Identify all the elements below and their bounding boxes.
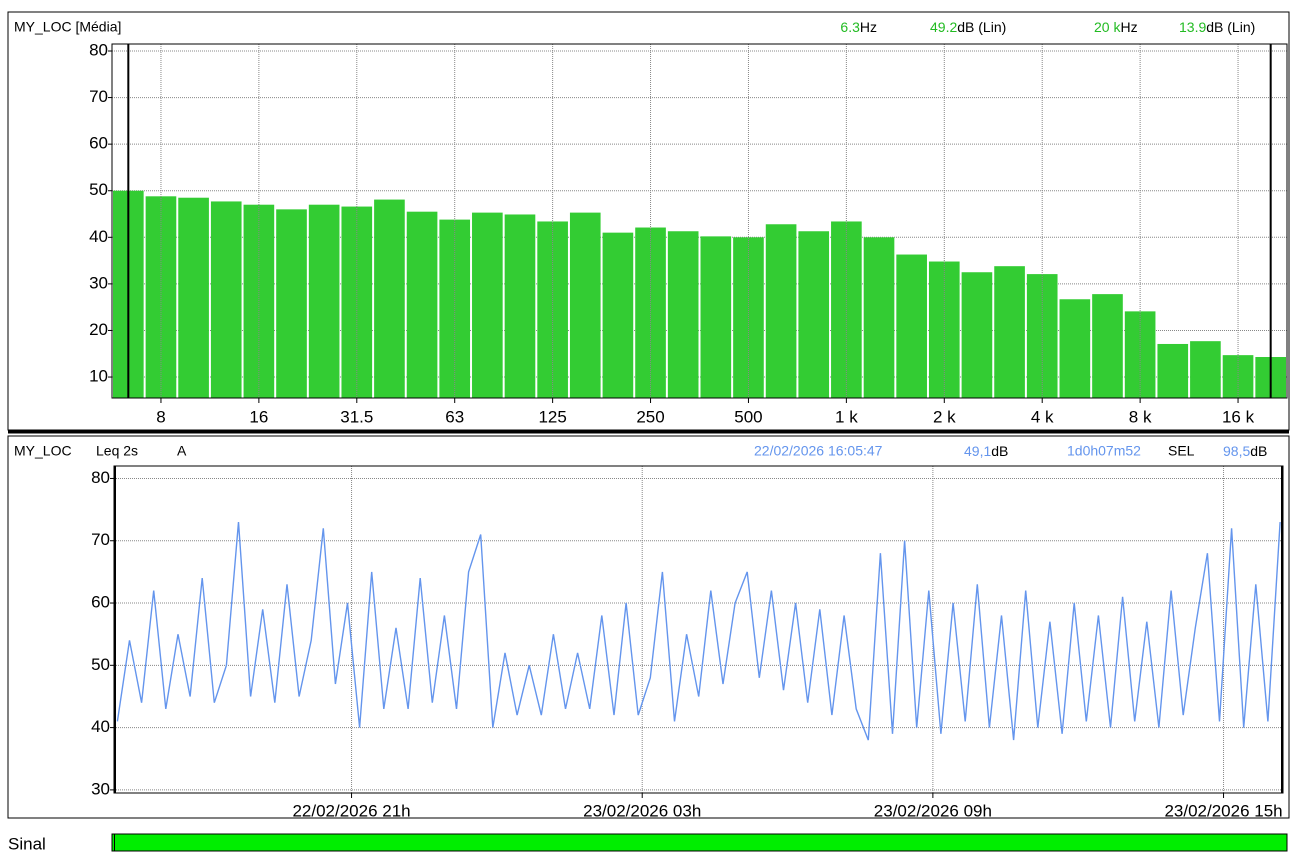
y-tick-label: 80 (91, 468, 110, 487)
bar (1092, 294, 1123, 398)
y-tick-label: 70 (89, 87, 108, 106)
signal-label: Sinal (8, 834, 46, 853)
bar (765, 224, 797, 398)
cursor-frequency: 20 k (1094, 19, 1121, 35)
bar (896, 254, 927, 398)
bar (406, 211, 438, 398)
plot-frame (111, 43, 1288, 399)
sel-value: 98,5 (1223, 443, 1250, 459)
bar (1190, 341, 1221, 398)
index: Leq 2s (96, 443, 138, 459)
bar (1157, 343, 1189, 398)
unit: Hz (1120, 19, 1137, 35)
unit: dB (1250, 443, 1267, 459)
bar (472, 212, 503, 398)
y-tick-label: 50 (91, 655, 110, 674)
cursor-readout: 49,1dB (964, 443, 1008, 459)
x-tick-label: 23/02/2026 09h (874, 801, 992, 820)
bar (994, 266, 1025, 398)
time-panel (7, 435, 1290, 819)
bar (178, 197, 209, 398)
x-tick-label: 8 k (1129, 407, 1152, 426)
bar (863, 237, 895, 398)
unit: dB (Lin) (1206, 19, 1255, 35)
cursor-readout: 49.2dB (Lin) (930, 19, 1006, 35)
x-tick-label: 23/02/2026 03h (583, 801, 701, 820)
cursor-level: 49.2 (930, 19, 957, 35)
bar (374, 199, 405, 398)
x-tick-label: 4 k (1031, 407, 1054, 426)
x-tick-label: 125 (538, 407, 566, 426)
bar (210, 201, 242, 398)
y-tick-label: 20 (89, 320, 108, 339)
bar (276, 209, 307, 398)
bar (700, 236, 732, 398)
bar (569, 212, 601, 398)
cursor-readout: 20 kHz (1094, 19, 1138, 35)
y-tick-label: 50 (89, 180, 108, 199)
cursor-level: 49,1 (964, 443, 991, 459)
sel-label: SEL (1168, 443, 1195, 459)
panel-title: MY_LOC [Média] (14, 19, 121, 35)
y-tick-label: 60 (89, 134, 108, 153)
x-tick-label: 63 (445, 407, 464, 426)
panel-title: MY_LOC (14, 443, 72, 459)
x-tick-label: 1 k (835, 407, 858, 426)
unit: dB (991, 443, 1008, 459)
bar (667, 231, 699, 398)
x-tick-label: 16 (249, 407, 268, 426)
bar (537, 221, 568, 398)
y-tick-label: 40 (91, 717, 110, 736)
y-tick-label: 70 (91, 530, 110, 549)
bar (798, 231, 830, 398)
x-tick-label: 31.5 (340, 407, 373, 426)
x-tick-label: 250 (636, 407, 664, 426)
level-line (116, 522, 1281, 741)
bar (1059, 299, 1091, 398)
bar (831, 221, 862, 398)
cursor-level: 13.9 (1179, 19, 1206, 35)
sel-readout: 98,5dB (1223, 443, 1267, 459)
x-tick-label: 2 k (933, 407, 956, 426)
duration: 1d0h07m52 (1067, 443, 1141, 459)
bar (308, 204, 340, 398)
x-tick-label: 500 (734, 407, 762, 426)
unit: Hz (860, 19, 877, 35)
y-tick-label: 30 (91, 779, 110, 798)
x-tick-label: 23/02/2026 15h (1164, 801, 1282, 820)
bar (602, 232, 634, 398)
y-tick-label: 30 (89, 273, 108, 292)
weighting: A (177, 443, 187, 459)
cursor-readout: 13.9dB (Lin) (1179, 19, 1255, 35)
y-tick-label: 60 (91, 593, 110, 612)
bar (928, 261, 960, 398)
cursor-readout: 6.3Hz (840, 19, 877, 35)
cursor-time: 22/02/2026 16:05:47 (754, 443, 883, 459)
x-tick-label: 8 (156, 407, 165, 426)
x-tick-label: 22/02/2026 21h (292, 801, 410, 820)
bar (733, 237, 764, 398)
bar (243, 204, 275, 398)
x-tick-label: 16 k (1222, 407, 1255, 426)
cursor-frequency: 6.3 (840, 19, 860, 35)
y-tick-label: 10 (89, 367, 108, 386)
y-tick-label: 40 (89, 227, 108, 246)
unit: dB (Lin) (957, 19, 1006, 35)
bar (961, 272, 993, 398)
y-tick-label: 80 (89, 40, 108, 59)
bar (504, 214, 536, 398)
signal-bar (111, 833, 1288, 852)
